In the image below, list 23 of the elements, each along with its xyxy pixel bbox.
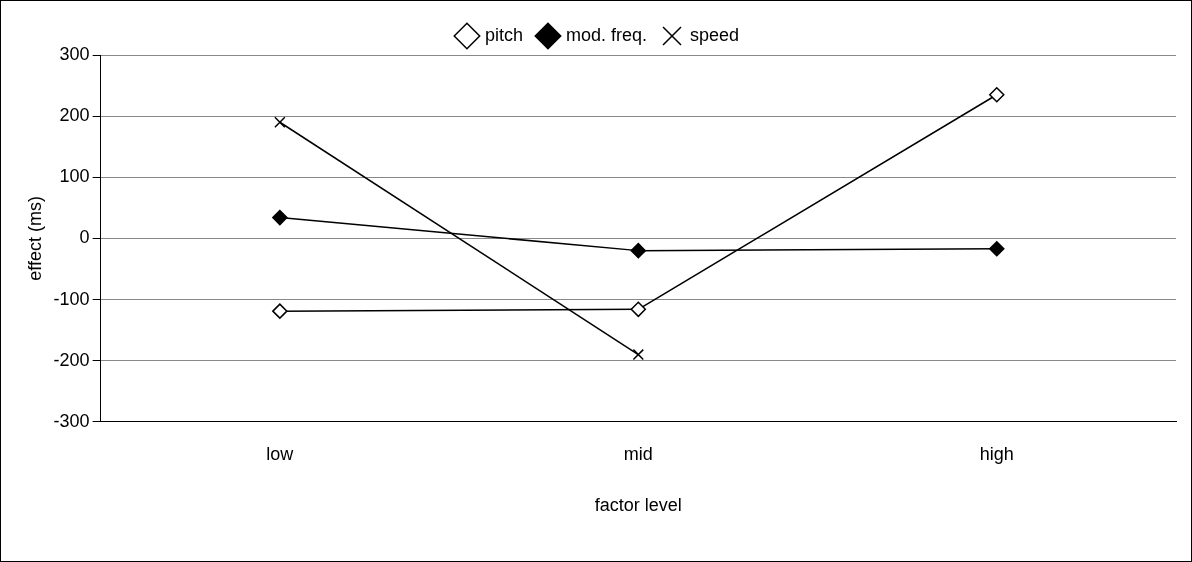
y-tick-label: 100 — [59, 166, 90, 187]
x-tick-label: mid — [623, 443, 653, 464]
x-axis-title: factor level — [594, 495, 682, 516]
point — [632, 348, 645, 361]
point — [272, 303, 288, 319]
point — [630, 242, 647, 259]
point — [272, 209, 288, 226]
y-axis-title: effect (ms) — [24, 196, 45, 281]
x-tick-label: high — [979, 443, 1014, 464]
x-tick-label: low — [266, 443, 295, 464]
point — [989, 241, 1005, 257]
y-tick-label: -300 — [53, 410, 90, 431]
y-tick-label: 200 — [59, 105, 90, 126]
y-tick-label: -100 — [53, 288, 90, 309]
y-tick-label: 300 — [59, 43, 90, 64]
point — [989, 86, 1005, 103]
legend-label: speed — [690, 24, 740, 45]
y-tick-label: 0 — [79, 227, 90, 248]
point — [274, 116, 286, 128]
y-tick-label: -200 — [53, 349, 90, 370]
legend-label: mod. freq. — [565, 24, 648, 45]
legend-label: pitch — [484, 24, 523, 45]
point — [630, 301, 647, 318]
